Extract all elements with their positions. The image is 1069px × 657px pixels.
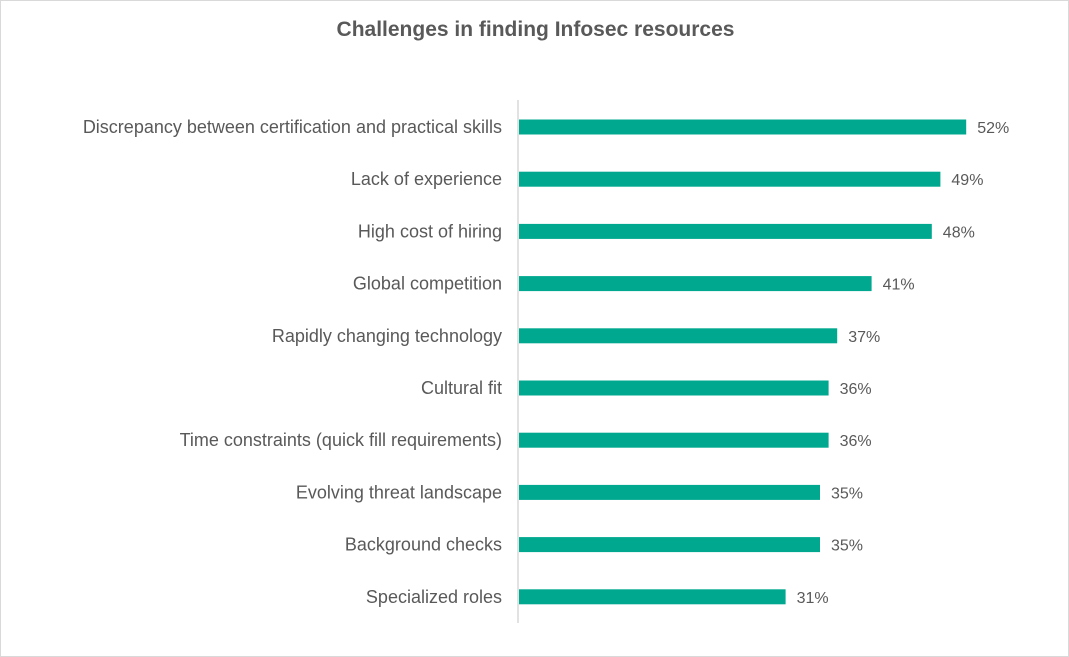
category-label: Specialized roles	[366, 587, 502, 607]
data-label: 52%	[977, 120, 1009, 137]
bar	[519, 589, 786, 605]
bar	[519, 484, 820, 500]
category-label: Discrepancy between certification and pr…	[83, 117, 502, 137]
data-label: 37%	[848, 329, 880, 346]
data-label: 35%	[831, 538, 863, 555]
bar	[519, 276, 872, 292]
chart-title: Challenges in finding Infosec resources	[336, 18, 735, 41]
data-label: 31%	[797, 590, 829, 607]
category-label: Rapidly changing technology	[272, 326, 502, 346]
data-label: 49%	[951, 172, 983, 189]
bar	[519, 537, 820, 553]
bar	[519, 171, 941, 187]
data-label: 35%	[831, 485, 863, 502]
data-label: 36%	[840, 433, 872, 450]
bar	[519, 119, 967, 135]
bar	[519, 432, 829, 448]
category-label: Lack of experience	[351, 169, 502, 189]
bar	[519, 380, 829, 396]
category-label: Time constraints (quick fill requirement…	[180, 430, 502, 450]
bars-layer: Discrepancy between certification and pr…	[83, 100, 1009, 623]
data-label: 41%	[883, 277, 915, 294]
bar	[519, 328, 838, 344]
data-label: 36%	[840, 381, 872, 398]
category-label: High cost of hiring	[358, 221, 502, 241]
category-label: Cultural fit	[421, 378, 502, 398]
bar	[519, 223, 932, 239]
category-label: Global competition	[353, 274, 502, 294]
data-label: 48%	[943, 224, 975, 241]
category-label: Background checks	[345, 535, 502, 555]
category-label: Evolving threat landscape	[296, 482, 502, 502]
